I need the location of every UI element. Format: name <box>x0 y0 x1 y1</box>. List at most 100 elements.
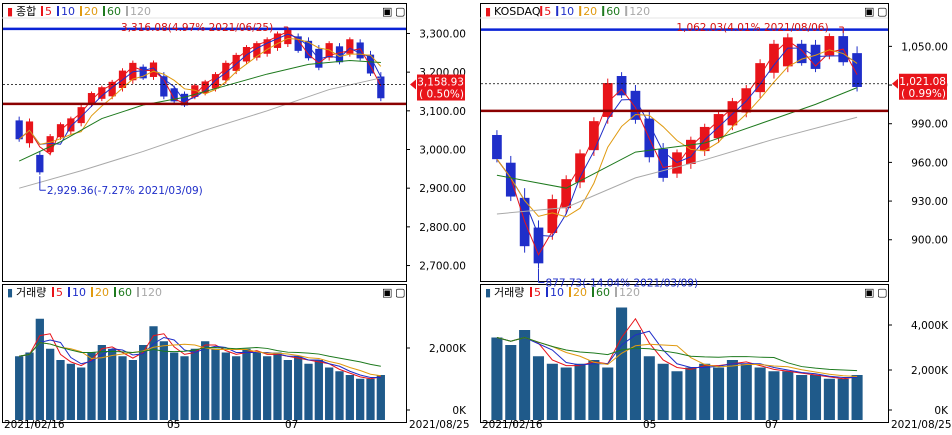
volume-legend-ma-swatch <box>52 287 54 297</box>
price-tick-label: 3,100.00 <box>419 106 466 118</box>
candle-down <box>180 93 189 106</box>
price-legend: ▮ 종합 5 10 20 60 120 <box>7 5 151 18</box>
volume-bar <box>376 375 385 420</box>
volume-bar <box>602 367 614 420</box>
volume-bar <box>139 345 148 420</box>
volume-bar <box>726 360 738 420</box>
legend-ma-swatch <box>80 6 82 16</box>
legend-ma-swatch <box>103 6 105 16</box>
high-annotation-text: 1,062.03(4.01% 2021/08/06) <box>676 22 828 34</box>
current-price-pointer <box>410 79 416 90</box>
price-tick-label: 2,800.00 <box>419 222 466 234</box>
price-tick-label: 2,900.00 <box>419 183 466 195</box>
ma20-line <box>496 49 858 218</box>
current-price-pointer <box>892 78 898 89</box>
volume-bar <box>643 356 655 420</box>
candle-down <box>304 40 313 59</box>
restore-button[interactable]: ▢ <box>395 286 405 299</box>
candle-up <box>263 39 271 54</box>
volume-legend-ma-20: 20 <box>573 286 587 299</box>
volume-bar <box>713 367 725 420</box>
candle-up <box>273 33 282 48</box>
price-tick-label: 3,300.00 <box>419 28 466 40</box>
legend-ma-swatch <box>556 6 559 16</box>
candle-up <box>222 62 230 81</box>
volume-bar <box>159 341 168 420</box>
candle-down <box>356 42 364 59</box>
restore-button[interactable]: ▢ <box>395 5 405 18</box>
candle-down <box>533 227 544 264</box>
candle-up <box>242 47 251 62</box>
date-label: 2021/02/16 <box>482 419 543 431</box>
current-price-box <box>899 73 947 100</box>
volume-legend-ma-5: 5 <box>56 286 63 299</box>
volume-legend-ma-swatch <box>569 287 571 297</box>
candle-down <box>630 90 641 120</box>
restore-button[interactable]: ▢ <box>877 5 887 18</box>
volume-bar <box>699 363 711 420</box>
candle-up <box>232 54 240 71</box>
candle-down <box>658 148 668 178</box>
volume-bar <box>170 352 179 420</box>
volume-bar <box>754 367 766 420</box>
high-annotation: 1,062.03(4.01% 2021/08/06) <box>676 22 844 34</box>
volume-legend-ma-20: 20 <box>95 286 109 299</box>
candle-up <box>98 87 106 99</box>
current-price-badge: 1,021.08( 0.99%) <box>892 73 947 100</box>
legend-ma-5: 5 <box>45 5 52 18</box>
maximize-button[interactable]: ▣ <box>382 5 392 18</box>
candle-down <box>492 134 502 160</box>
volume-bar <box>851 375 863 420</box>
volume-legend-ma-10: 10 <box>550 286 564 299</box>
volume-bar <box>56 360 65 420</box>
volume-bar <box>345 375 354 420</box>
price-pane-frame <box>2 3 407 282</box>
volume-bar <box>201 341 210 420</box>
candle-up <box>686 139 696 165</box>
volume-legend: ▮ 거래량 5 10 20 60 120 <box>7 286 162 299</box>
high-annotation-text: 3,316.08(4.97% 2021/06/25) <box>121 22 273 34</box>
candle-up <box>602 83 613 117</box>
volume-bar <box>588 360 600 420</box>
current-price-value: 3,158.93 <box>417 77 464 89</box>
maximize-button[interactable]: ▣ <box>864 286 874 299</box>
low-annotation-text: 2,929.36(-7.27% 2021/03/09) <box>47 185 203 197</box>
volume-bar <box>325 367 334 420</box>
volume-window-buttons: ▣ ▢ <box>382 286 405 299</box>
volume-bar <box>740 363 752 420</box>
low-annotation: 2,929.36(-7.27% 2021/03/09) <box>39 176 203 197</box>
candle-up <box>46 136 54 153</box>
volume-legend-marker: ▮ <box>7 286 13 299</box>
price-pane-frame <box>480 3 889 282</box>
legend-ma-swatch <box>540 6 543 16</box>
price-tick-label: 960.00 <box>911 157 948 169</box>
volume-legend-ma-60: 60 <box>118 286 132 299</box>
candle-down <box>616 76 627 96</box>
current-price-change: ( 0.99%) <box>901 88 946 100</box>
date-label: 05 <box>167 419 180 431</box>
volume-bars <box>491 307 863 420</box>
chart-panel-kosdaq: 1,050.001,020.00990.00960.00930.00900.00… <box>480 3 952 431</box>
legend-ma-120: 120 <box>629 5 650 18</box>
date-label: 2021/02/16 <box>4 419 65 431</box>
volume-bar <box>221 352 230 420</box>
restore-button[interactable]: ▢ <box>877 286 887 299</box>
candle-up <box>561 179 572 209</box>
low-annotation-text: 877.73(-14.04% 2021/03/09) <box>545 277 698 289</box>
maximize-button[interactable]: ▣ <box>864 5 874 18</box>
candle-down <box>852 53 862 87</box>
maximize-button[interactable]: ▣ <box>382 286 392 299</box>
high-annotation: 3,316.08(4.97% 2021/06/25) <box>121 22 289 34</box>
legend-ma-swatch <box>625 6 628 16</box>
volume-bar <box>314 360 323 420</box>
candle-down <box>505 162 516 197</box>
volume-legend-ma-swatch <box>615 287 617 297</box>
volume-legend-ma-swatch <box>530 287 532 297</box>
ma5-line <box>18 30 382 156</box>
current-price-value: 1,021.08 <box>899 76 946 88</box>
volume-bar <box>108 348 117 420</box>
candle-down <box>294 36 302 51</box>
ma5-line <box>496 39 858 256</box>
volume-legend-ma-swatch <box>91 287 93 297</box>
legend-ma-10: 10 <box>560 5 574 18</box>
